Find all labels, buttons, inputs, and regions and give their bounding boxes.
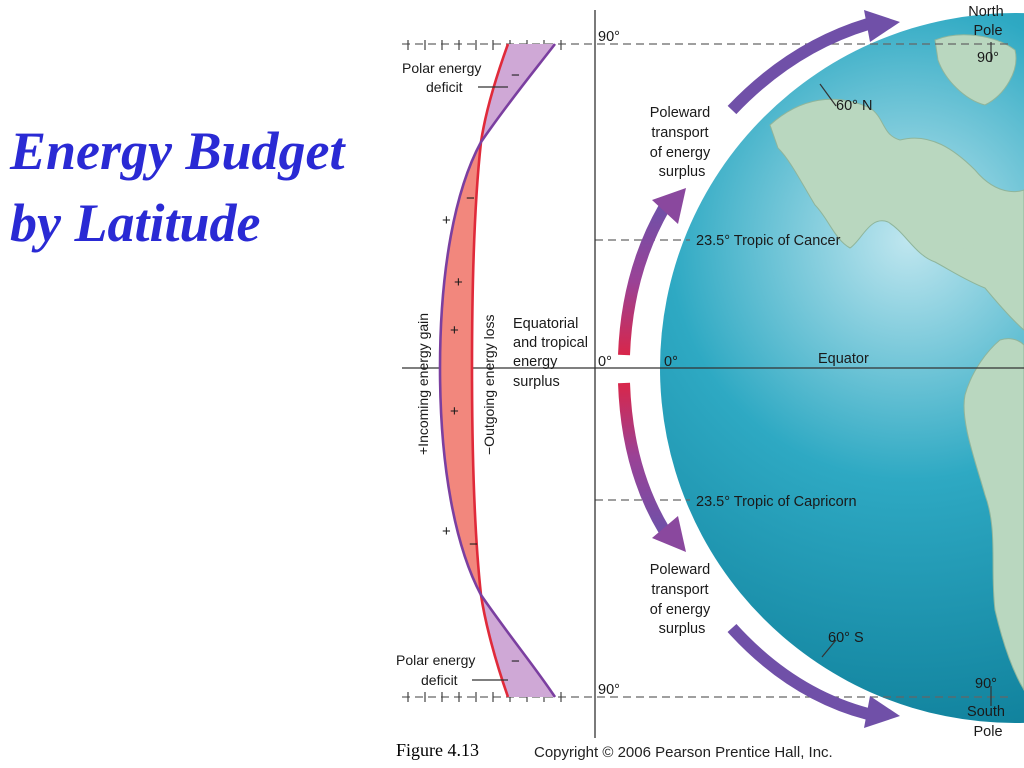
minus-mark: − <box>511 67 520 84</box>
south-pole-degree-label: 90° <box>975 676 997 692</box>
latitude-0-left-label: 0° <box>598 354 612 370</box>
tropical-transport-arrow-south <box>618 382 670 534</box>
transport-south-line-3: of energy <box>650 602 711 618</box>
poleward-transport-arrow-north <box>727 18 870 115</box>
equatorial-surplus-line-2: and tropical <box>513 335 588 351</box>
south-america-landmass <box>963 338 1024 691</box>
transport-south-line-1: Poleward <box>650 562 710 578</box>
north-pole-line-1: North <box>968 4 1003 20</box>
poleward-transport-arrow-south <box>727 623 870 720</box>
north-america-landmass <box>769 98 1024 331</box>
polar-deficit-top-line-2: deficit <box>426 79 463 95</box>
caribbean-island <box>946 241 974 249</box>
polar-deficit-label-top: Polar energy deficit <box>402 60 485 95</box>
poleward-arrowhead-south <box>864 696 900 728</box>
latitude-90-top-label: 90° <box>598 29 620 45</box>
transport-north-line-2: transport <box>651 125 708 141</box>
equatorial-surplus-line-4: surplus <box>513 374 560 390</box>
figure-caption: Figure 4.13 <box>396 740 479 760</box>
north-pole-line-2: Pole <box>973 23 1002 39</box>
poleward-transport-label-north: Poleward transport of energy surplus <box>650 105 715 180</box>
polar-deficit-area-top <box>481 44 555 142</box>
polar-deficit-bottom-line-1: Polar energy <box>396 652 475 668</box>
tropical-arrowhead-south <box>652 516 686 552</box>
polar-deficit-top-line-1: Polar energy <box>402 60 481 76</box>
caribbean-island <box>977 249 993 255</box>
transport-north-line-4: surplus <box>659 164 706 180</box>
incoming-energy-label: +Incoming energy gain <box>415 313 431 455</box>
transport-arrows <box>618 10 900 728</box>
transport-north-line-1: Poleward <box>650 105 710 121</box>
latitude-90-bottom-label: 90° <box>598 682 620 698</box>
south-pole-line-2: Pole <box>973 724 1002 740</box>
tropical-transport-arrow-north <box>618 205 670 356</box>
outgoing-energy-curve <box>470 43 510 698</box>
minus-mark: − <box>511 653 520 670</box>
south-pole-label: South Pole <box>967 704 1009 740</box>
latitude-0-right-label: 0° <box>664 354 678 370</box>
tick-60n <box>819 83 837 107</box>
outgoing-energy-label: −Outgoing energy loss <box>481 315 497 455</box>
latitude-60s-label: 60° S <box>828 630 864 646</box>
polar-deficit-label-bottom: Polar energy deficit <box>396 652 479 688</box>
greenland-landmass <box>934 34 1017 106</box>
minus-mark: − <box>466 190 475 207</box>
equator-label: Equator <box>818 351 869 367</box>
north-pole-degree-label: 90° <box>977 50 999 66</box>
transport-south-line-2: transport <box>651 582 708 598</box>
polar-deficit-bottom-line-2: deficit <box>421 672 458 688</box>
tropical-arrowhead-north <box>652 188 686 224</box>
plus-mark: + <box>442 523 451 540</box>
slide-title: Energy Budget by Latitude <box>10 115 410 259</box>
equatorial-surplus-line-1: Equatorial <box>513 316 578 332</box>
plus-mark: + <box>450 322 459 339</box>
south-pole-line-1: South <box>967 704 1005 720</box>
tropic-of-cancer-label: 23.5° Tropic of Cancer <box>696 233 841 249</box>
energy-surplus-area <box>440 142 481 595</box>
title-line-2: by Latitude <box>10 193 261 253</box>
poleward-transport-label-south: Poleward transport of energy surplus <box>650 562 715 637</box>
title-line-1: Energy Budget <box>10 121 345 181</box>
energy-budget-graph: + + + + + − − − − Polar energy deficit P… <box>396 40 592 702</box>
tick-60s <box>821 639 837 658</box>
equatorial-surplus-line-3: energy <box>513 354 558 370</box>
tropic-of-capricorn-label: 23.5° Tropic of Capricorn <box>696 494 857 510</box>
plus-mark: + <box>454 274 463 291</box>
caribbean-island <box>972 229 978 235</box>
latitude-lines <box>402 10 1024 738</box>
poleward-arrowhead-north <box>864 10 900 42</box>
north-pole-label: North Pole <box>968 4 1008 39</box>
plus-mark: + <box>450 403 459 420</box>
transport-south-line-4: surplus <box>659 621 706 637</box>
transport-north-line-3: of energy <box>650 145 711 161</box>
minus-mark: − <box>469 536 478 553</box>
copyright-notice: Copyright © 2006 Pearson Prentice Hall, … <box>534 744 833 761</box>
incoming-energy-curve <box>438 43 557 698</box>
latitude-60n-label: 60° N <box>836 98 872 114</box>
equatorial-surplus-label: Equatorial and tropical energy surplus <box>513 316 592 390</box>
plus-mark: + <box>442 212 451 229</box>
